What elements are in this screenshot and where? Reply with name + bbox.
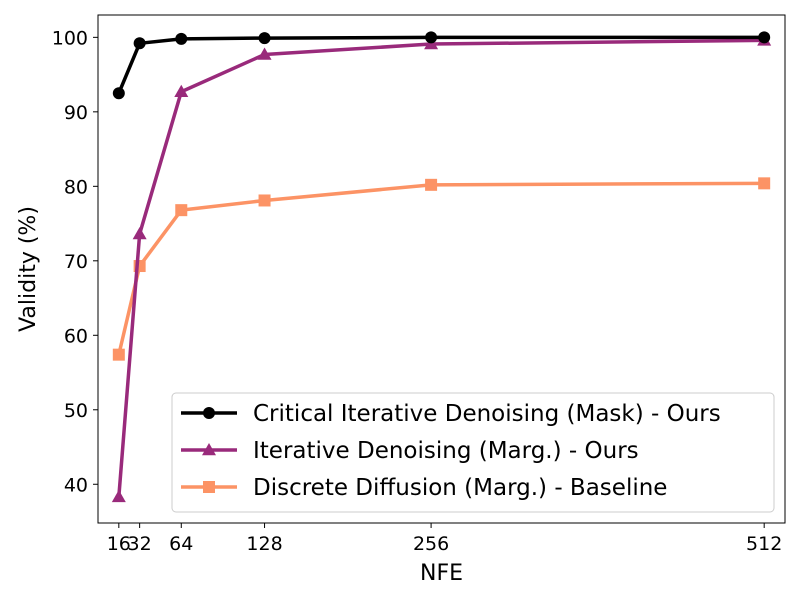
y-tick-label: 40 (64, 474, 88, 496)
series-line (117, 38, 765, 498)
data-point (175, 32, 188, 45)
data-point (425, 31, 438, 44)
legend-label: Iterative Denoising (Marg.) - Ours (253, 438, 639, 464)
y-tick-label: 70 (64, 251, 88, 273)
y-tick-label: 80 (64, 176, 88, 198)
y-tick-label: 100 (52, 27, 88, 49)
plot-area (111, 31, 772, 503)
x-tick-label: 512 (746, 533, 782, 555)
axes-frame (97, 14, 786, 524)
legend-swatch-marker (202, 443, 216, 456)
legend-box (171, 392, 775, 513)
data-point (133, 37, 146, 50)
legend-label: Discrete Diffusion (Marg.) - Baseline (253, 475, 667, 501)
legend-swatch-marker (203, 407, 215, 419)
data-point (112, 348, 125, 361)
series-critical-mask (112, 31, 771, 100)
y-tick-label: 60 (64, 325, 88, 347)
data-point (257, 47, 272, 60)
legend-item: Iterative Denoising (Marg.) - Ours (181, 438, 639, 464)
y-axis: 40 50 60 70 80 90 100 (52, 27, 98, 496)
data-point (111, 489, 126, 503)
series-iterative-marg (111, 33, 772, 503)
series-line (117, 181, 765, 356)
data-point (132, 226, 147, 240)
data-point (258, 194, 271, 207)
y-tick-label: 90 (64, 102, 88, 124)
legend: Critical Iterative Denoising (Mask) - Ou… (171, 392, 775, 513)
data-point (174, 84, 189, 97)
x-tick-label: 64 (169, 533, 193, 555)
data-point (258, 32, 271, 45)
legend-item: Discrete Diffusion (Marg.) - Baseline (181, 475, 667, 501)
data-point (175, 204, 188, 217)
x-tick-label: 128 (246, 533, 282, 555)
data-point (758, 31, 771, 44)
x-tick-label: 32 (128, 533, 152, 555)
legend-label: Critical Iterative Denoising (Mask) - Ou… (253, 401, 721, 427)
x-tick-label: 16 (107, 533, 131, 555)
y-tick-label: 50 (64, 400, 88, 422)
legend-item: Critical Iterative Denoising (Mask) - Ou… (181, 401, 721, 427)
x-tick-label: 256 (413, 533, 449, 555)
legend-swatch-marker (203, 481, 215, 493)
series-discrete-marg (112, 177, 771, 361)
y-axis-label: Validity (%) (16, 206, 41, 332)
data-point (425, 178, 438, 191)
series-line (117, 35, 765, 94)
data-point (112, 87, 125, 100)
data-point (758, 177, 771, 190)
x-axis-label: NFE (420, 561, 463, 586)
